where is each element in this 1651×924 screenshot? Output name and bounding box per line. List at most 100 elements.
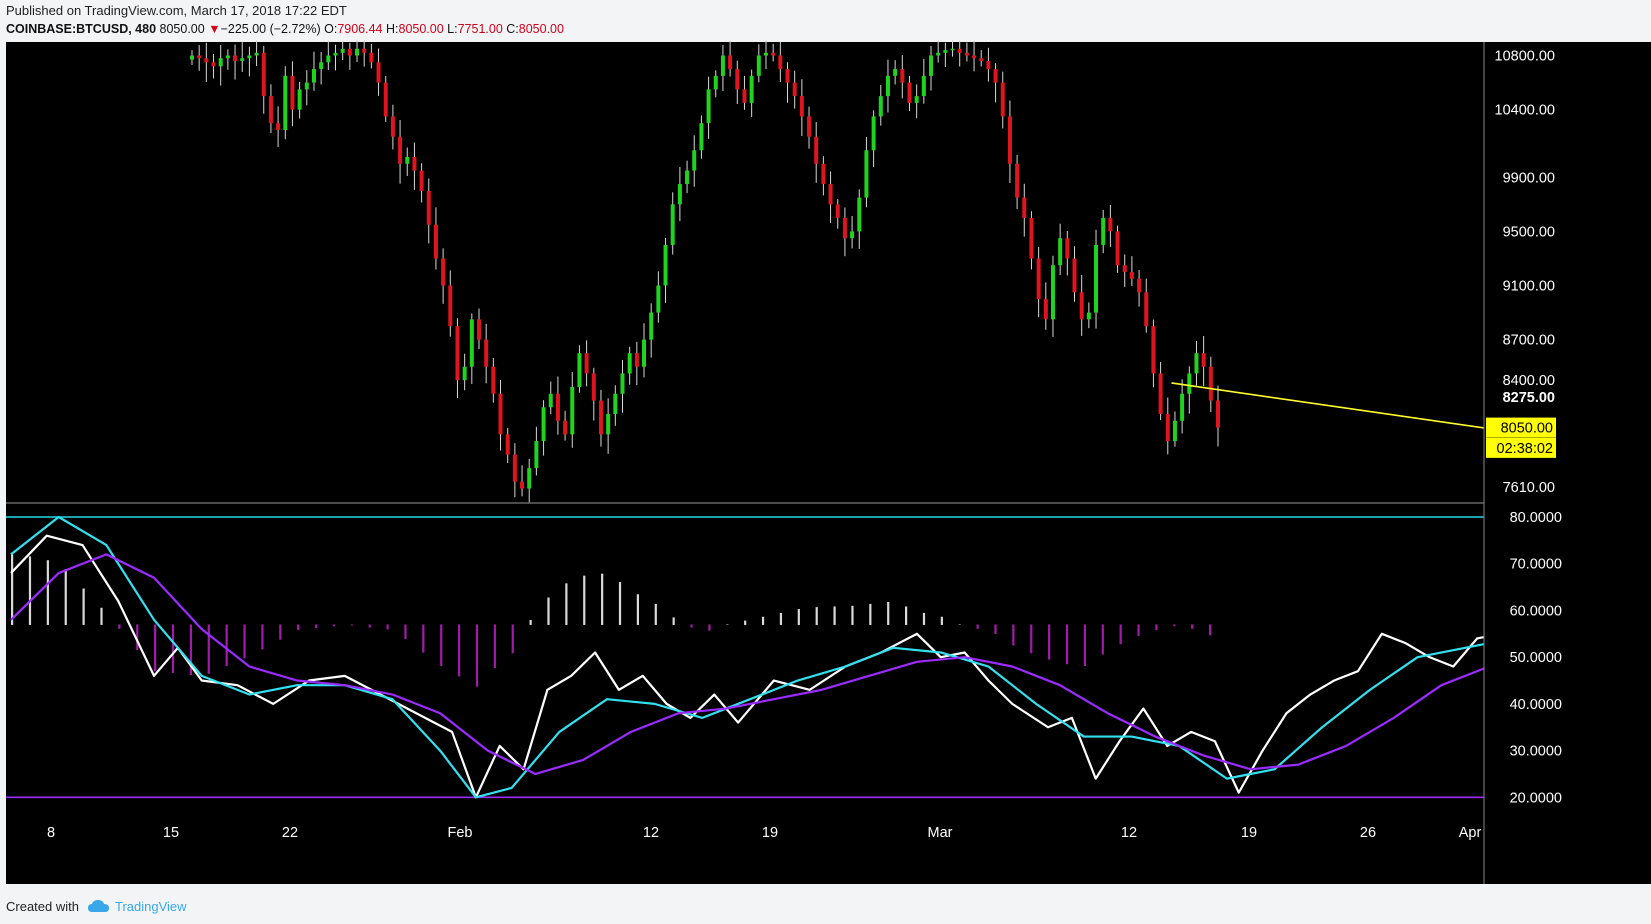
price-candles <box>190 40 1220 504</box>
high-label: H: <box>386 22 399 36</box>
time-tick-label: Mar <box>928 825 953 841</box>
candle-body <box>706 89 711 124</box>
histogram-bar <box>744 620 747 625</box>
price-annotations <box>1171 382 1651 453</box>
candle-body <box>1007 116 1012 164</box>
candle-body <box>304 82 309 90</box>
time-axis[interactable]: 8 15 22 Feb 12 19 Mar 12 19 26 Apr <box>47 825 1481 841</box>
histogram-bar <box>1083 624 1086 667</box>
histogram-bar <box>797 609 800 625</box>
close-label: C: <box>506 22 519 36</box>
candle-body <box>1058 238 1063 266</box>
candle-body <box>720 55 725 76</box>
candle-body <box>1144 292 1149 327</box>
candle-body <box>627 353 632 374</box>
candle-body <box>1122 265 1127 272</box>
candle-body <box>943 50 948 53</box>
candle-body <box>1101 217 1106 245</box>
histogram-bar <box>368 624 371 628</box>
candle-body <box>993 69 998 83</box>
candle-body <box>355 48 360 56</box>
histogram-bar <box>779 612 783 625</box>
price-marker-label: 8050.00 <box>1501 421 1553 437</box>
histogram-bar <box>46 560 49 625</box>
chart-background <box>6 42 1484 884</box>
histogram-bar <box>475 624 479 687</box>
price-tick-label: 8400.00 <box>1503 373 1555 389</box>
trading-chart[interactable]: 10800.0010400.009900.009500.009100.00870… <box>0 40 1651 890</box>
histogram-bar <box>1119 624 1122 645</box>
candle-body <box>735 69 740 90</box>
low-value: 7751.00 <box>457 22 503 36</box>
candle-body <box>850 231 855 239</box>
time-tick-label: Feb <box>448 825 473 841</box>
low-label: L: <box>447 22 458 36</box>
candle-body <box>254 52 259 56</box>
histogram-bar <box>189 624 192 676</box>
candle-body <box>455 326 460 381</box>
candle-body <box>1108 217 1113 232</box>
candle-body <box>728 55 733 70</box>
candle-body <box>340 48 345 53</box>
histogram-bar <box>118 624 121 629</box>
time-tick-label: 15 <box>163 825 179 841</box>
candle-body <box>233 55 238 61</box>
tradingview-cloud-icon <box>87 900 109 912</box>
histogram-bar <box>976 624 979 629</box>
histogram-bar <box>708 624 711 631</box>
candle-body <box>591 373 596 401</box>
histogram-bar <box>1137 624 1140 636</box>
oscillator-tick-label: 70.0000 <box>1510 557 1562 573</box>
candle-body <box>240 58 245 61</box>
histogram-bar <box>547 597 550 625</box>
histogram-bar <box>1208 624 1212 636</box>
candle-body <box>807 116 812 137</box>
candle-body <box>297 89 302 110</box>
time-tick-label: 12 <box>1121 825 1137 841</box>
created-with-text: Created with <box>6 898 79 914</box>
histogram-bar <box>386 624 389 630</box>
time-tick-label: 19 <box>1241 825 1257 841</box>
oscillator-tick-label: 20.0000 <box>1510 790 1562 806</box>
histogram-bar <box>618 582 622 625</box>
candle-body <box>1065 238 1070 259</box>
time-tick-label: 8 <box>47 825 55 841</box>
candle-body <box>936 52 941 56</box>
candle-body <box>814 136 819 164</box>
candle-body <box>570 387 575 435</box>
candle-body <box>964 52 969 56</box>
candle-body <box>376 62 381 83</box>
price-axis[interactable]: 10800.00 10400.00 9900.00 9500.00 9100.00 870… <box>1486 49 1562 807</box>
histogram-bar <box>11 552 14 625</box>
candle-body <box>1094 244 1099 313</box>
histogram-bar <box>1191 624 1194 629</box>
last-price: 8050.00 <box>159 22 205 36</box>
histogram-bar <box>672 617 675 625</box>
candle-body <box>419 170 424 191</box>
candle-body <box>1043 299 1048 320</box>
candle-body <box>957 48 962 53</box>
candle-body <box>484 339 489 367</box>
candle-body <box>548 393 553 408</box>
oscillator-tick-label: 80.0000 <box>1510 510 1562 526</box>
candle-body <box>347 48 352 56</box>
histogram-bar <box>458 624 461 677</box>
histogram-bar <box>28 556 32 625</box>
candle-body <box>326 55 331 63</box>
candle-body <box>986 60 991 70</box>
candle-body <box>1036 258 1041 300</box>
price-support-trendline <box>1171 382 1651 453</box>
oscillator-tick-label: 40.0000 <box>1510 697 1562 713</box>
histogram-bar <box>940 616 943 625</box>
change-arrow-icon: ▼ <box>208 22 221 36</box>
high-value: 8050.00 <box>398 22 444 36</box>
oscillator-purple-line <box>10 553 1651 776</box>
footer: Created with TradingView <box>6 898 187 914</box>
price-marker-background <box>1486 437 1556 458</box>
candle-body <box>204 58 209 63</box>
histogram-bar <box>350 624 353 626</box>
tradingview-brand-link[interactable]: TradingView <box>114 898 187 914</box>
candle-body <box>218 58 223 67</box>
histogram-bar <box>654 603 657 625</box>
candle-body <box>1029 217 1034 259</box>
